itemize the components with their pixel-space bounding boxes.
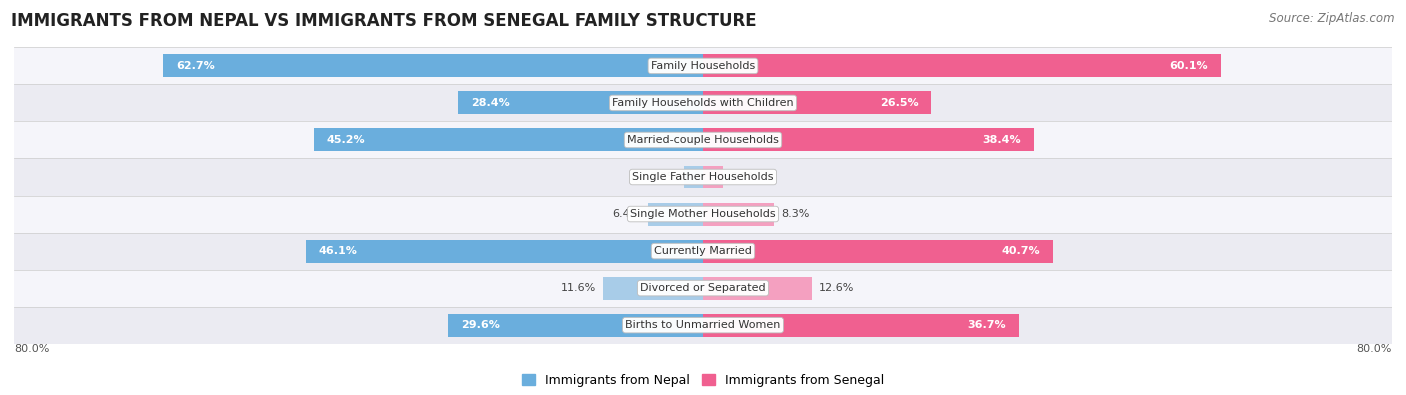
Text: Family Households: Family Households bbox=[651, 61, 755, 71]
Legend: Immigrants from Nepal, Immigrants from Senegal: Immigrants from Nepal, Immigrants from S… bbox=[519, 370, 887, 391]
Bar bbox=[458, 92, 703, 115]
Text: 6.4%: 6.4% bbox=[613, 209, 641, 219]
Text: Single Mother Households: Single Mother Households bbox=[630, 209, 776, 219]
Text: Births to Unmarried Women: Births to Unmarried Women bbox=[626, 320, 780, 330]
Bar bbox=[14, 307, 1392, 344]
Text: 40.7%: 40.7% bbox=[1002, 246, 1040, 256]
Text: 26.5%: 26.5% bbox=[880, 98, 918, 108]
Bar bbox=[14, 269, 1392, 307]
Bar bbox=[703, 166, 723, 188]
Text: 80.0%: 80.0% bbox=[14, 344, 49, 354]
Bar bbox=[703, 128, 1033, 151]
Bar bbox=[14, 158, 1392, 196]
Bar bbox=[14, 196, 1392, 233]
Bar bbox=[449, 314, 703, 337]
Bar bbox=[307, 240, 703, 263]
Bar bbox=[14, 47, 1392, 85]
Bar bbox=[163, 55, 703, 77]
Text: 8.3%: 8.3% bbox=[782, 209, 810, 219]
Text: 11.6%: 11.6% bbox=[561, 283, 596, 293]
Bar bbox=[648, 203, 703, 226]
Bar bbox=[14, 233, 1392, 269]
Text: Source: ZipAtlas.com: Source: ZipAtlas.com bbox=[1270, 12, 1395, 25]
Bar bbox=[703, 203, 775, 226]
Bar bbox=[703, 276, 811, 299]
Bar bbox=[703, 314, 1019, 337]
Text: Currently Married: Currently Married bbox=[654, 246, 752, 256]
Text: 46.1%: 46.1% bbox=[319, 246, 357, 256]
Bar bbox=[685, 166, 703, 188]
Text: 28.4%: 28.4% bbox=[471, 98, 510, 108]
Text: Single Father Households: Single Father Households bbox=[633, 172, 773, 182]
Text: 80.0%: 80.0% bbox=[1357, 344, 1392, 354]
Bar bbox=[14, 85, 1392, 121]
Text: 12.6%: 12.6% bbox=[818, 283, 853, 293]
Text: 2.3%: 2.3% bbox=[730, 172, 758, 182]
Text: Married-couple Households: Married-couple Households bbox=[627, 135, 779, 145]
Text: 62.7%: 62.7% bbox=[176, 61, 215, 71]
Text: 38.4%: 38.4% bbox=[983, 135, 1021, 145]
Text: 45.2%: 45.2% bbox=[326, 135, 366, 145]
Text: 29.6%: 29.6% bbox=[461, 320, 501, 330]
Text: 36.7%: 36.7% bbox=[967, 320, 1007, 330]
Text: 2.2%: 2.2% bbox=[648, 172, 678, 182]
Bar bbox=[14, 121, 1392, 158]
Bar bbox=[603, 276, 703, 299]
Bar bbox=[703, 240, 1053, 263]
Text: IMMIGRANTS FROM NEPAL VS IMMIGRANTS FROM SENEGAL FAMILY STRUCTURE: IMMIGRANTS FROM NEPAL VS IMMIGRANTS FROM… bbox=[11, 12, 756, 30]
Bar bbox=[703, 92, 931, 115]
Text: Family Households with Children: Family Households with Children bbox=[612, 98, 794, 108]
Bar bbox=[703, 55, 1220, 77]
Bar bbox=[314, 128, 703, 151]
Text: Divorced or Separated: Divorced or Separated bbox=[640, 283, 766, 293]
Text: 60.1%: 60.1% bbox=[1168, 61, 1208, 71]
